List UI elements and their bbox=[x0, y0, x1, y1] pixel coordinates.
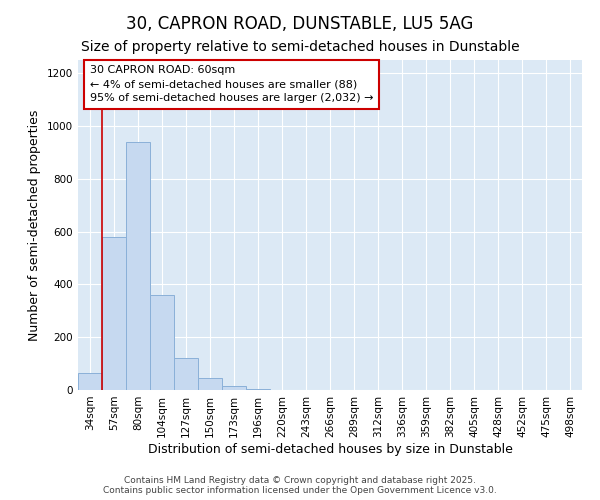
Text: Size of property relative to semi-detached houses in Dunstable: Size of property relative to semi-detach… bbox=[80, 40, 520, 54]
Bar bbox=[246, 388, 270, 390]
Bar bbox=[126, 142, 150, 390]
Bar bbox=[150, 295, 174, 390]
Bar bbox=[198, 378, 222, 390]
Text: 30 CAPRON ROAD: 60sqm
← 4% of semi-detached houses are smaller (88)
95% of semi-: 30 CAPRON ROAD: 60sqm ← 4% of semi-detac… bbox=[90, 66, 373, 104]
Bar bbox=[102, 237, 126, 390]
X-axis label: Distribution of semi-detached houses by size in Dunstable: Distribution of semi-detached houses by … bbox=[148, 442, 512, 456]
Text: 30, CAPRON ROAD, DUNSTABLE, LU5 5AG: 30, CAPRON ROAD, DUNSTABLE, LU5 5AG bbox=[127, 15, 473, 33]
Bar bbox=[78, 373, 102, 390]
Bar bbox=[174, 358, 198, 390]
Bar bbox=[222, 386, 246, 390]
Y-axis label: Number of semi-detached properties: Number of semi-detached properties bbox=[28, 110, 41, 340]
Text: Contains HM Land Registry data © Crown copyright and database right 2025.
Contai: Contains HM Land Registry data © Crown c… bbox=[103, 476, 497, 495]
